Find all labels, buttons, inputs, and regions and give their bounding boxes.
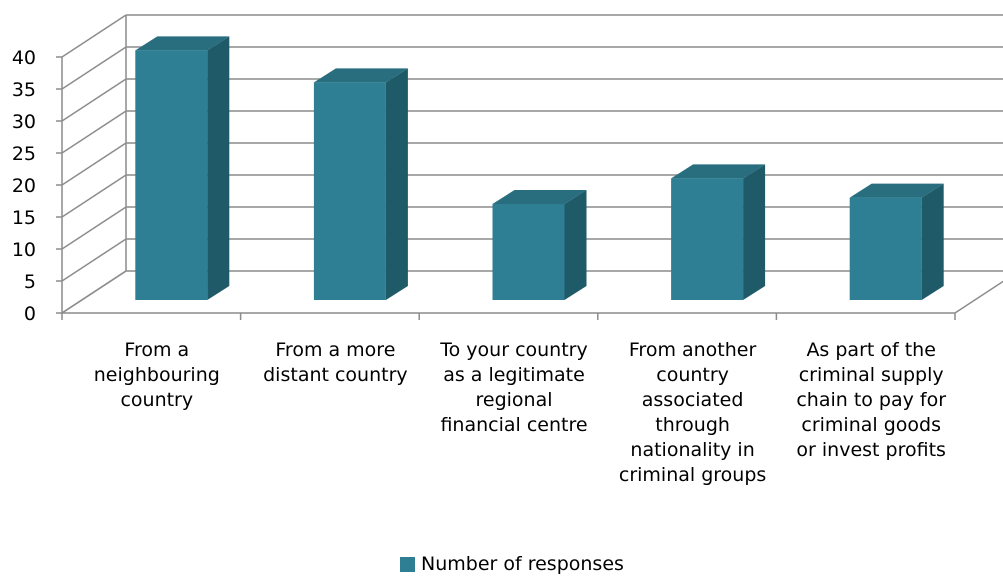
gridline-left-wall	[61, 14, 127, 58]
bar	[849, 183, 944, 300]
bar-side-face	[385, 68, 408, 301]
y-tick-label: 20	[12, 175, 36, 197]
bar-side-face	[207, 36, 230, 301]
x-category-label: As part of the criminal supply chain to …	[796, 339, 947, 461]
y-tick-label: 0	[24, 303, 36, 325]
y-tick-label: 30	[12, 111, 36, 133]
x-category-label: From a more distant country	[263, 339, 408, 386]
bar-front-face	[313, 82, 386, 301]
gridline-left-wall	[61, 142, 127, 186]
bar-front-face	[135, 50, 208, 301]
bar-front-face	[849, 197, 922, 300]
bar-top-face	[849, 183, 944, 198]
bar-top-face	[135, 36, 230, 51]
bar	[492, 190, 587, 300]
bar-front-face	[492, 204, 565, 300]
gridline-left-wall	[61, 46, 127, 90]
x-category-label: From a neighbouring country	[93, 339, 220, 411]
bar	[135, 36, 230, 301]
gridline-left-wall	[61, 78, 127, 122]
gridline-left-wall	[61, 270, 127, 314]
bar-side-face	[743, 164, 766, 300]
bar-side-face	[564, 190, 587, 300]
bar	[313, 68, 408, 301]
y-axis-ticks: 0 5 10 15 20 25 30 35 40	[12, 47, 956, 325]
gridline-left-wall	[61, 238, 127, 282]
gridline-left-wall	[61, 206, 127, 250]
bar-top-face	[492, 190, 587, 204]
bar-side-face	[921, 183, 944, 300]
y-tick-label: 15	[12, 207, 36, 229]
gridline-left-wall	[61, 174, 127, 218]
bar-front-face	[671, 178, 744, 300]
y-tick-label: 40	[12, 47, 36, 69]
x-category-label: To your country as a legitimate regional…	[440, 339, 588, 436]
y-tick-label: 5	[24, 271, 36, 293]
legend: Number of responses	[400, 553, 624, 575]
x-category-label: From another country associated through …	[618, 339, 767, 486]
bar-top-face	[671, 164, 766, 179]
y-tick-label: 25	[12, 143, 36, 165]
y-tick-label: 10	[12, 239, 36, 261]
gridline-left-wall	[61, 110, 127, 154]
bars	[135, 36, 944, 301]
legend-label: Number of responses	[421, 553, 624, 575]
y-tick-label: 35	[12, 79, 36, 101]
bar	[671, 164, 766, 300]
bar-top-face	[313, 68, 408, 83]
legend-swatch	[400, 556, 415, 572]
